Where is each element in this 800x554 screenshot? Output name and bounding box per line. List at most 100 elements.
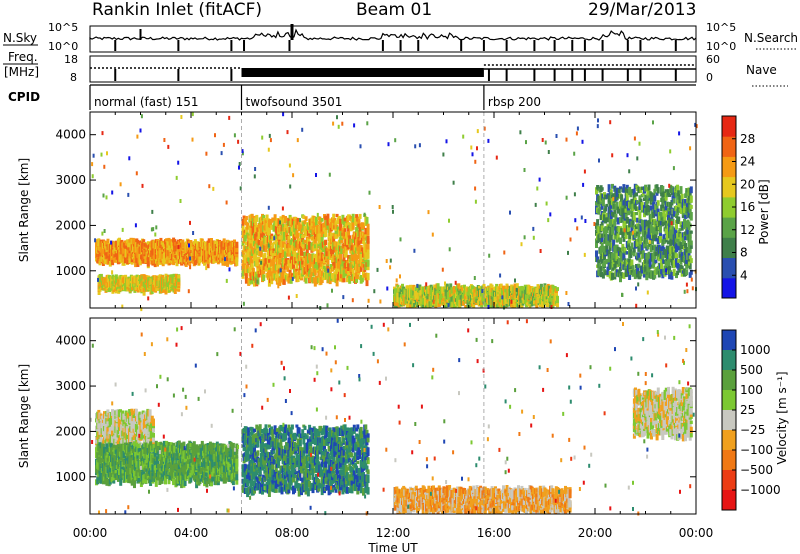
- n-search-tick-high: 10^5: [706, 21, 736, 34]
- heatmap-cell: [665, 266, 669, 274]
- heatmap-cell: [625, 192, 629, 201]
- heatmap-cell: [637, 186, 641, 194]
- heatmap-cell: [351, 223, 355, 230]
- heatmap-cell: [282, 241, 286, 247]
- heatmap-cell: [484, 300, 488, 307]
- heatmap-cell: [649, 231, 653, 235]
- heatmap-cell: [461, 285, 465, 293]
- heatmap-cell: [625, 217, 629, 224]
- heatmap-cell: [347, 268, 351, 276]
- heatmap-cell: [329, 264, 333, 269]
- heatmap-cell: [302, 256, 306, 261]
- heatmap-cell: [621, 207, 625, 213]
- heatmap-cell: [366, 272, 370, 281]
- heatmap-cell: [649, 213, 653, 222]
- heatmap-cell: [281, 249, 285, 258]
- n-sky-tick-high: 10^5: [48, 21, 78, 34]
- heatmap-cell: [662, 268, 666, 275]
- heatmap-cell: [654, 259, 658, 264]
- heatmap-cell: [284, 251, 287, 259]
- heatmap-cell: [636, 265, 640, 275]
- heatmap-cell: [344, 250, 348, 258]
- heatmap-cell: [266, 271, 270, 279]
- heatmap-cell: [633, 272, 637, 280]
- heatmap-cell: [643, 197, 646, 202]
- heatmap-cell: [298, 252, 302, 261]
- heatmap-cell: [635, 206, 638, 211]
- heatmap-cell: [619, 217, 622, 223]
- heatmap-cell: [244, 272, 248, 280]
- freq-tick-low: 8: [70, 71, 77, 84]
- heatmap-cell: [267, 227, 271, 234]
- heatmap-cell: [606, 223, 610, 227]
- heatmap-cell: [609, 189, 613, 193]
- heatmap-cell: [617, 262, 621, 267]
- heatmap-cell: [661, 271, 665, 279]
- heatmap-cell: [625, 251, 629, 255]
- heatmap-cell: [315, 216, 318, 226]
- heatmap-cell: [556, 296, 559, 304]
- heatmap-cell: [244, 241, 248, 246]
- heatmap-cell: [256, 266, 260, 275]
- heatmap-cell: [601, 197, 605, 207]
- heatmap-cell: [399, 297, 403, 302]
- heatmap-cell: [347, 222, 351, 226]
- heatmap-cell: [639, 187, 643, 193]
- heatmap-cell: [628, 239, 632, 243]
- heatmap-cell: [319, 247, 323, 254]
- heatmap-cell: [342, 225, 346, 230]
- heatmap-cell: [596, 219, 600, 226]
- heatmap-cell: [255, 214, 259, 222]
- heatmap-cell: [296, 272, 300, 280]
- heatmap-cell: [259, 249, 263, 258]
- heatmap-cell: [611, 183, 614, 189]
- heatmap-cell: [607, 184, 611, 192]
- heatmap-cell: [321, 246, 325, 252]
- heatmap-cell: [298, 224, 302, 230]
- heatmap-cell: [550, 284, 554, 293]
- heatmap-cell: [627, 242, 630, 250]
- heatmap-cell: [628, 266, 632, 272]
- heatmap-cell: [286, 250, 290, 257]
- heatmap-cell: [600, 221, 604, 226]
- heatmap-cell: [629, 246, 633, 255]
- heatmap-cell: [442, 295, 446, 302]
- heatmap-cell: [303, 251, 307, 257]
- heatmap-cell: [633, 226, 637, 233]
- heatmap-cell: [304, 263, 308, 272]
- heatmap-cell: [662, 208, 666, 217]
- heatmap-cell: [271, 250, 275, 260]
- heatmap-cell: [308, 270, 312, 277]
- heatmap-cell: [324, 239, 328, 246]
- heatmap-cell: [608, 197, 612, 207]
- heatmap-cell: [629, 189, 633, 198]
- heatmap-cell: [264, 219, 268, 226]
- heatmap-cell: [613, 209, 617, 218]
- heatmap-cell: [630, 259, 634, 267]
- heatmap-cell: [286, 265, 290, 272]
- heatmap-cell: [133, 238, 136, 245]
- heatmap-cell: [248, 266, 252, 271]
- heatmap-cell: [259, 232, 263, 237]
- heatmap-cell: [641, 250, 645, 259]
- heatmap-cell: [648, 242, 652, 247]
- heatmap-cell: [248, 225, 252, 234]
- heatmap-cell: [499, 283, 503, 288]
- heatmap-cell: [603, 260, 606, 267]
- heatmap-cell: [599, 200, 603, 206]
- heatmap-cell: [628, 271, 632, 280]
- heatmap-cell: [301, 237, 305, 242]
- heatmap-cell: [333, 218, 337, 226]
- heatmap-cell: [311, 226, 315, 235]
- heatmap-cell: [339, 218, 343, 227]
- heatmap-cell: [336, 266, 340, 275]
- heatmap-cell: [280, 245, 284, 253]
- heatmap-cell: [345, 275, 349, 283]
- heatmap-cell: [647, 205, 651, 213]
- freq-block-twofsound: [241, 68, 484, 77]
- heatmap-cell: [645, 210, 649, 216]
- heatmap-cell: [358, 223, 362, 233]
- heatmap-cell: [317, 243, 321, 249]
- heatmap-cell: [611, 231, 614, 235]
- heatmap-cell: [625, 260, 629, 267]
